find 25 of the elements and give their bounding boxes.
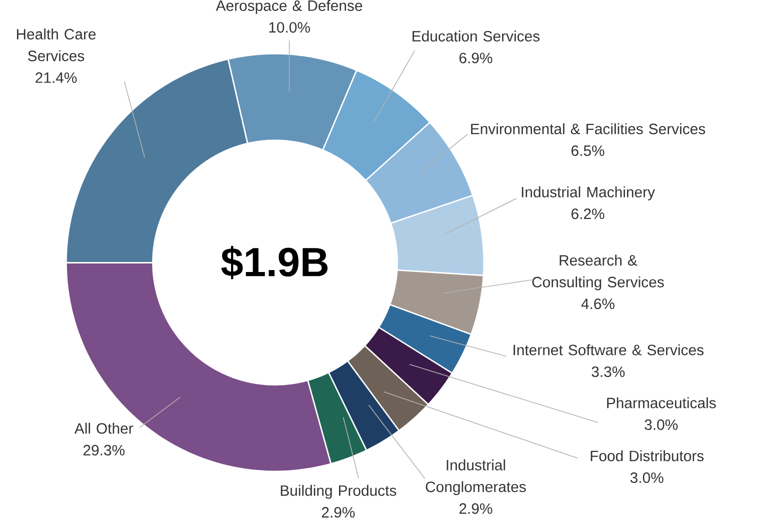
data-label: 6.5%: [572, 146, 604, 156]
slice-label: Building Products: [280, 485, 396, 500]
slice-label: Food Distributors: [590, 450, 704, 462]
slice-label: Internet Software & Services: [514, 344, 704, 356]
data-label: 3.0%: [644, 420, 678, 430]
data-label: 10.0%: [269, 22, 310, 33]
data-label: 4.6%: [581, 298, 614, 310]
slice-label: Environmental & Facilities Services: [471, 123, 706, 134]
slice-label: Aerospace & Defense: [216, 0, 362, 14]
data-label: 21.4%: [36, 72, 77, 84]
slice-label: Health Care Services: [16, 28, 96, 62]
data-label: 2.9%: [322, 507, 355, 518]
slice-label: Industrial Machinery: [522, 186, 655, 201]
data-label: 3.3%: [592, 366, 625, 378]
slice-label: Pharmaceuticals: [607, 397, 716, 408]
data-label: 6.9%: [459, 52, 492, 64]
slice-label: Education Services: [412, 30, 540, 42]
text: $1.9B: [221, 246, 328, 280]
data-label: 6.2%: [572, 208, 604, 220]
slice-label: Research & Consulting Services: [532, 254, 664, 291]
data-label: 3.0%: [630, 472, 664, 484]
slice-label: Industrial Conglomerates: [426, 460, 526, 496]
slice-label: All Other: [74, 422, 134, 434]
data-label: 29.3%: [83, 445, 125, 456]
data-label: 2.9%: [459, 504, 492, 514]
